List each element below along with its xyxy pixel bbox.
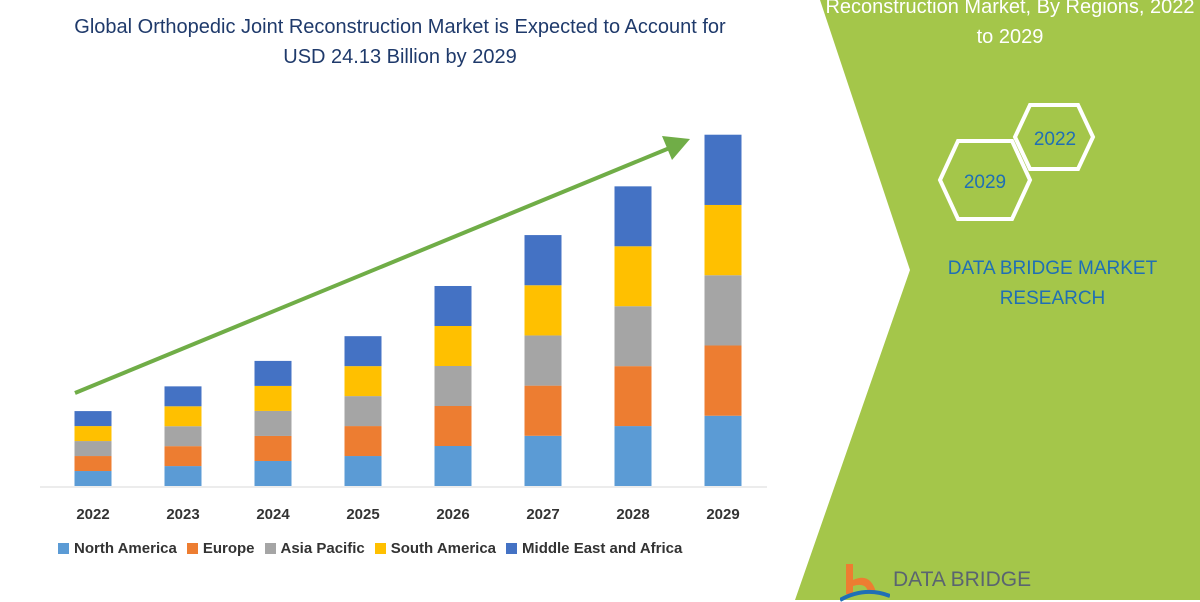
x-tick-label: 2028 xyxy=(616,506,649,523)
legend-item: South America xyxy=(374,540,497,557)
legend-item: North America xyxy=(58,540,177,557)
bar-2024-middle-east-and-africa xyxy=(254,360,292,386)
legend-item: Europe xyxy=(186,540,255,557)
brand-name: DATA BRIDGE MARKET RESEARCH xyxy=(947,258,1158,309)
legend-label: South America xyxy=(390,540,497,557)
bar-2025-asia-pacific xyxy=(344,396,382,427)
trend-arrow-line xyxy=(74,145,673,395)
bar-2028-middle-east-and-africa xyxy=(614,186,652,247)
bar-2026-middle-east-and-africa xyxy=(434,285,472,326)
logo-text: DATA BRIDGE xyxy=(893,568,1032,591)
legend-swatch xyxy=(186,543,198,554)
legend-swatch xyxy=(58,543,69,554)
bar-2022-middle-east-and-africa xyxy=(74,411,112,427)
bar-2028-south-america xyxy=(614,246,652,307)
x-tick-label: 2029 xyxy=(706,506,739,523)
legend-label: Asia Pacific xyxy=(280,540,365,557)
bar-2029-europe xyxy=(704,345,742,416)
bar-2025-north-america xyxy=(344,456,382,486)
x-tick-labels: 2022 2023 2024 2025 2026 2027 2028 2029 xyxy=(76,506,739,523)
legend: North America Europe Asia Pacific South Ame… xyxy=(58,540,682,557)
bar-2029-asia-pacific xyxy=(704,275,742,346)
bar-2026-asia-pacific xyxy=(434,365,472,406)
bar-2027-europe xyxy=(524,385,562,436)
legend-label: Europe xyxy=(202,540,255,557)
x-tick-label: 2022 xyxy=(76,506,109,523)
legend-label: North America xyxy=(74,540,177,557)
legend-item: Asia Pacific xyxy=(264,540,365,557)
bar-2022-north-america xyxy=(74,471,112,486)
bar-2024-south-america xyxy=(254,385,292,411)
bar-2024-north-america xyxy=(254,460,292,486)
x-tick-label: 2027 xyxy=(526,506,559,523)
bars xyxy=(74,134,742,486)
bar-2028-europe xyxy=(614,366,652,427)
bar-2023-middle-east-and-africa xyxy=(164,386,202,407)
chart-title: Global Orthopedic Joint Reconstruction M… xyxy=(74,16,726,68)
x-tick-label: 2024 xyxy=(256,506,290,523)
bar-2024-asia-pacific xyxy=(254,410,292,436)
legend-swatch xyxy=(264,543,276,554)
bar-2026-europe xyxy=(434,405,472,446)
bar-2028-asia-pacific xyxy=(614,306,652,367)
bar-2022-south-america xyxy=(74,426,112,442)
bar-2023-europe xyxy=(164,446,202,467)
bar-2028-north-america xyxy=(614,426,652,486)
legend-item: Middle East and Africa xyxy=(506,540,682,557)
bar-2025-europe xyxy=(344,426,382,457)
hex-label-2022: 2022 xyxy=(1034,129,1076,150)
bar-2023-asia-pacific xyxy=(164,426,202,447)
bar-2022-europe xyxy=(74,456,112,472)
x-tick-label: 2023 xyxy=(166,506,199,523)
bar-2026-north-america xyxy=(434,445,472,486)
legend-swatch xyxy=(374,543,386,554)
x-tick-label: 2025 xyxy=(346,506,379,523)
hexagon-2029 xyxy=(937,139,1033,221)
legend-label: Middle East and Africa xyxy=(522,540,683,557)
bar-2029-north-america xyxy=(704,415,742,486)
bar-2022-asia-pacific xyxy=(74,441,112,457)
bar-2027-middle-east-and-africa xyxy=(524,235,562,286)
bar-2025-south-america xyxy=(344,366,382,397)
right-panel-background xyxy=(795,0,1200,600)
trend-arrow-head xyxy=(662,136,690,160)
x-tick-label: 2026 xyxy=(436,506,469,523)
bar-2024-europe xyxy=(254,435,292,461)
bar-2027-south-america xyxy=(524,285,562,336)
bar-2026-south-america xyxy=(434,325,472,366)
bar-2023-south-america xyxy=(164,406,202,427)
bar-2029-south-america xyxy=(704,204,742,276)
hexagon-2022 xyxy=(1012,103,1096,171)
logo-icon xyxy=(840,564,890,602)
right-panel-title: Reconstruction Market, By Regions, 2022 … xyxy=(825,0,1195,48)
legend-swatch xyxy=(506,543,518,554)
bar-2029-middle-east-and-africa xyxy=(704,134,742,205)
bar-2027-asia-pacific xyxy=(524,335,562,386)
bar-2025-middle-east-and-africa xyxy=(344,336,382,367)
hex-label-2029: 2029 xyxy=(964,172,1006,193)
bar-2027-north-america xyxy=(524,435,562,486)
bar-2023-north-america xyxy=(164,466,202,486)
